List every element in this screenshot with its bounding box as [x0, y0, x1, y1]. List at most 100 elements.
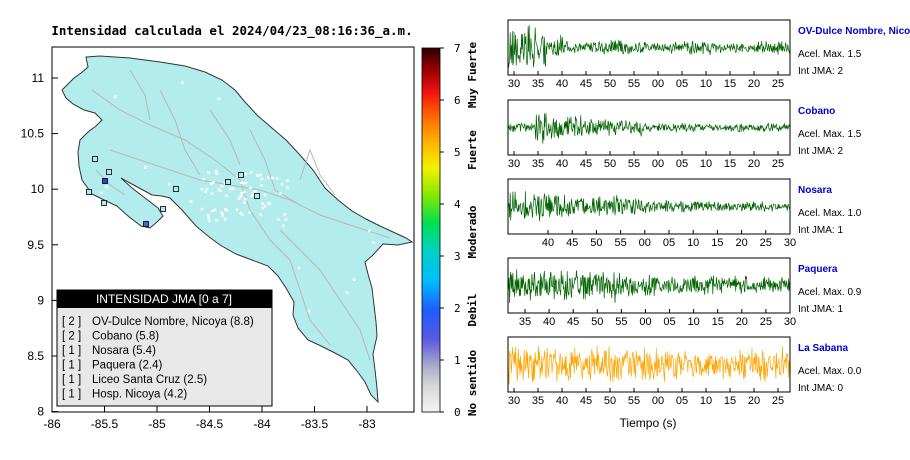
time-tick-label: 10	[700, 158, 712, 170]
station-marker	[238, 172, 244, 178]
road	[239, 179, 331, 346]
station-marker	[160, 206, 166, 212]
city-dot	[275, 177, 279, 180]
city-dot	[279, 192, 282, 195]
time-tick-label: 45	[567, 316, 579, 328]
time-tick-label: 20	[735, 237, 747, 249]
intensity-legend: INTENSIDAD JMA [0 a 7] [ 2 ] OV-Dulce Nom…	[56, 289, 273, 407]
time-tick-label: 40	[556, 158, 568, 170]
time-tick-label: 30	[784, 316, 796, 328]
city-dot	[229, 187, 232, 191]
panel-frame	[507, 257, 791, 314]
acel-max-label: Acel. Max. 1.5	[798, 129, 862, 140]
station-name: Nosara	[798, 185, 832, 196]
time-tick-label: 50	[604, 158, 616, 170]
city-dot	[208, 219, 211, 223]
time-tick-label: 05	[676, 395, 688, 407]
lon-tick-label: -85.5	[91, 417, 119, 431]
time-tick-label: 30	[508, 78, 520, 90]
lon-tick-label: -83	[358, 417, 376, 431]
city-dot	[263, 193, 267, 197]
colorbar-label: No sentido	[466, 350, 479, 417]
lon-tick-label: -86	[43, 417, 61, 431]
lon-tick-label: -85	[148, 417, 166, 431]
panel-frame	[507, 19, 791, 76]
station-marker	[106, 169, 112, 175]
city-dot	[368, 229, 371, 232]
city-dot	[224, 217, 227, 221]
time-tick-label: 50	[590, 237, 602, 249]
city-dot	[239, 194, 242, 198]
city-dot	[260, 177, 263, 181]
city-dot	[215, 219, 218, 222]
city-dot	[223, 181, 227, 185]
city-dot	[143, 272, 146, 275]
legend-entry-intensity: [ 2 ]	[62, 331, 81, 343]
city-dot	[274, 323, 277, 327]
acel-max-label: Acel. Max. 0.0	[798, 366, 862, 377]
city-dot	[204, 190, 207, 194]
legend-header-bg	[57, 290, 272, 308]
time-tick-label: 15	[712, 316, 724, 328]
city-dot	[220, 184, 224, 188]
station-markers	[86, 156, 260, 227]
acel-max-label: Acel. Max. 1.0	[798, 208, 862, 219]
lat-tick-label: 9	[37, 293, 44, 307]
road	[109, 149, 391, 239]
waveform-trace	[507, 269, 791, 304]
time-tick-label: 05	[676, 78, 688, 90]
city-dot	[244, 172, 247, 176]
city-dot	[330, 128, 334, 132]
city-dot	[254, 190, 257, 193]
costa-rica-land	[61, 55, 414, 404]
time-tick-label: 40	[556, 78, 568, 90]
city-dot	[244, 181, 248, 185]
waveform-trace	[507, 113, 791, 144]
city-dot	[372, 241, 375, 244]
road	[209, 109, 241, 166]
city-dot	[271, 176, 274, 180]
city-dot	[144, 166, 147, 169]
city-dot	[219, 189, 222, 193]
city-dot	[237, 197, 241, 201]
city-dot	[352, 278, 356, 281]
acel-max-label: Acel. Max. 0.9	[798, 287, 862, 298]
city-dot	[346, 199, 350, 203]
time-tick-label: 15	[724, 78, 736, 90]
city-dot	[234, 285, 237, 289]
city-dot	[260, 184, 263, 187]
time-tick-label: 15	[711, 237, 723, 249]
colorbar: 0 1 2 3 4 5 6 7 No sentido Debil Moderado Fuerte Mu…	[421, 42, 479, 419]
colorbar-gradient	[421, 47, 441, 413]
time-tick-label: 20	[736, 316, 748, 328]
city-dot	[248, 211, 251, 215]
city-dot	[259, 173, 262, 177]
city-dot	[98, 255, 102, 258]
waveform-trace	[507, 345, 791, 385]
city-dot	[200, 207, 204, 211]
time-tick-label: 40	[556, 395, 568, 407]
city-dot	[200, 187, 204, 191]
city-dot	[210, 182, 213, 185]
legend-entry-intensity: [ 1 ]	[62, 389, 81, 401]
city-dot	[235, 208, 239, 211]
city-dot	[236, 175, 239, 178]
panel-frame	[507, 99, 791, 156]
city-dot	[207, 171, 210, 174]
int-jma-label: Int JMA: 2	[798, 146, 843, 157]
city-dot	[217, 188, 220, 191]
road	[91, 89, 241, 181]
acel-max-label: Acel. Max. 1.5	[798, 49, 862, 60]
city-dot	[249, 186, 252, 190]
time-tick-label: 25	[772, 158, 784, 170]
city-dot	[286, 125, 289, 129]
legend-header: INTENSIDAD JMA [0 a 7]	[96, 292, 232, 306]
city-dot	[240, 191, 244, 195]
road	[159, 89, 201, 176]
lat-tick-label: 11	[32, 71, 45, 85]
int-jma-label: Int JMA: 1	[798, 304, 843, 315]
time-tick-label: 00	[639, 237, 651, 249]
city-dot	[189, 200, 193, 203]
time-tick-label: 20	[748, 158, 760, 170]
legend-entry-intensity: [ 1 ]	[62, 374, 81, 386]
